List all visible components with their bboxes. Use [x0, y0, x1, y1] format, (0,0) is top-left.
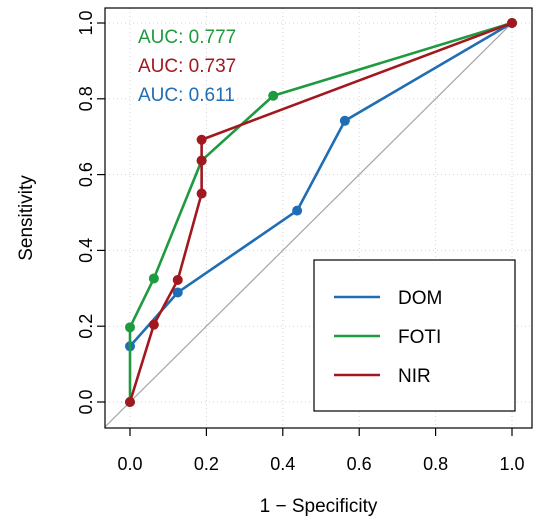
nir-point-0: [125, 397, 135, 407]
auc-annotations: AUC: 0.777 AUC: 0.737 AUC: 0.611: [138, 27, 236, 106]
y-tick-label-4: 0.8: [76, 86, 96, 111]
plot-frame: [104, 7, 533, 429]
x-tick-label-0: 0.0: [117, 454, 142, 474]
nir-point-1: [148, 319, 159, 330]
nir-point-5: [196, 134, 207, 145]
y-axis-title: Sensitivity: [16, 175, 37, 261]
foti-line: [128, 21, 513, 402]
x-tick-label-4: 0.8: [423, 454, 448, 474]
dom-auc-label: AUC: 0.611: [138, 85, 235, 106]
foti-point-4: [268, 90, 279, 101]
dom-point-2: [292, 205, 303, 216]
y-axis: 0.0 0.2 0.4 0.6 0.8 1.0: [76, 10, 105, 415]
nir-point-6: [507, 18, 517, 28]
legend: DOM FOTI NIR: [313, 259, 516, 412]
x-tick-label-3: 0.6: [347, 454, 372, 474]
dom-legend-label: DOM: [398, 288, 442, 309]
dom-point-1: [172, 287, 183, 298]
y-tick-label-3: 0.6: [76, 162, 96, 187]
foti-auc-label: AUC: 0.777: [138, 27, 236, 48]
y-tick-label-2: 0.4: [76, 238, 96, 263]
x-axis: 0.0 0.2 0.4 0.6 0.8 1.0: [117, 428, 525, 474]
y-tick-label-0: 0.0: [76, 389, 96, 414]
x-axis-title: 1 − Specificity: [260, 496, 378, 517]
nir-point-3: [196, 188, 207, 199]
x-tick-label-2: 0.4: [270, 454, 295, 474]
nir-point-2: [172, 274, 183, 285]
y-tick-label-5: 1.0: [76, 10, 96, 35]
nir-auc-label: AUC: 0.737: [138, 56, 236, 77]
x-tick-label-5: 1.0: [499, 454, 524, 474]
foti-point-1: [125, 322, 135, 333]
y-tick-label-1: 0.2: [76, 314, 96, 339]
nir-series: [125, 18, 517, 407]
series-layer: [125, 18, 517, 407]
nir-legend-label: NIR: [398, 366, 431, 387]
dom-point-3: [339, 115, 350, 126]
nir-point-4: [196, 155, 207, 166]
foti-legend-label: FOTI: [398, 327, 441, 348]
foti-point-2: [148, 273, 159, 284]
reference-diagonal-line: [104, 22, 513, 428]
x-tick-label-1: 0.2: [194, 454, 219, 474]
